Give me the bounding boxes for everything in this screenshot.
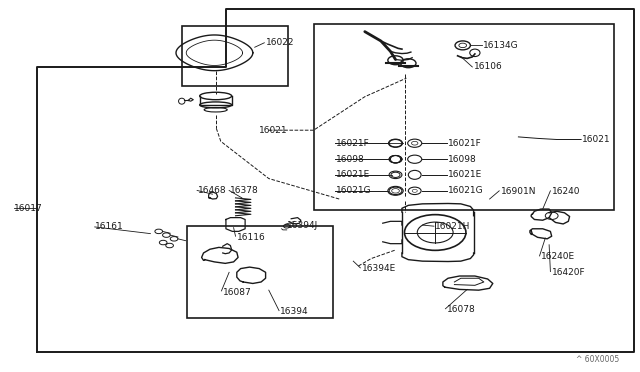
Text: 16021H: 16021H xyxy=(435,222,470,231)
Text: 16021F: 16021F xyxy=(448,139,482,148)
Text: 16468: 16468 xyxy=(198,186,227,195)
Text: 16240: 16240 xyxy=(552,187,580,196)
Text: 16078: 16078 xyxy=(447,305,476,314)
Text: 16021: 16021 xyxy=(582,135,611,144)
Text: 16901N: 16901N xyxy=(500,187,536,196)
Text: 16134G: 16134G xyxy=(483,41,519,50)
Bar xyxy=(187,226,333,318)
Text: 16021G: 16021G xyxy=(448,186,484,195)
Text: 16240E: 16240E xyxy=(541,252,575,261)
Text: 16116: 16116 xyxy=(237,233,266,242)
Text: 16021F: 16021F xyxy=(336,139,370,148)
Text: 16161: 16161 xyxy=(95,222,124,231)
Text: 16022: 16022 xyxy=(266,38,294,47)
Text: 16420F: 16420F xyxy=(552,268,586,277)
Text: ^ 60X0005: ^ 60X0005 xyxy=(576,355,620,364)
Text: 16394E: 16394E xyxy=(362,264,396,273)
Text: 16017: 16017 xyxy=(14,204,43,213)
Text: 16098: 16098 xyxy=(336,155,365,164)
Text: 16021G: 16021G xyxy=(336,186,372,195)
Text: 16021: 16021 xyxy=(259,126,288,135)
Bar xyxy=(314,24,614,210)
Text: 16098: 16098 xyxy=(448,155,477,164)
Text: 16087: 16087 xyxy=(223,288,252,296)
Text: 16394J: 16394J xyxy=(287,221,318,230)
Text: 16378: 16378 xyxy=(230,186,259,195)
Text: 16394: 16394 xyxy=(280,307,309,316)
Text: 16106: 16106 xyxy=(474,62,502,71)
Text: 16021E: 16021E xyxy=(336,170,371,179)
Text: 16021E: 16021E xyxy=(448,170,483,179)
Bar xyxy=(182,26,288,86)
